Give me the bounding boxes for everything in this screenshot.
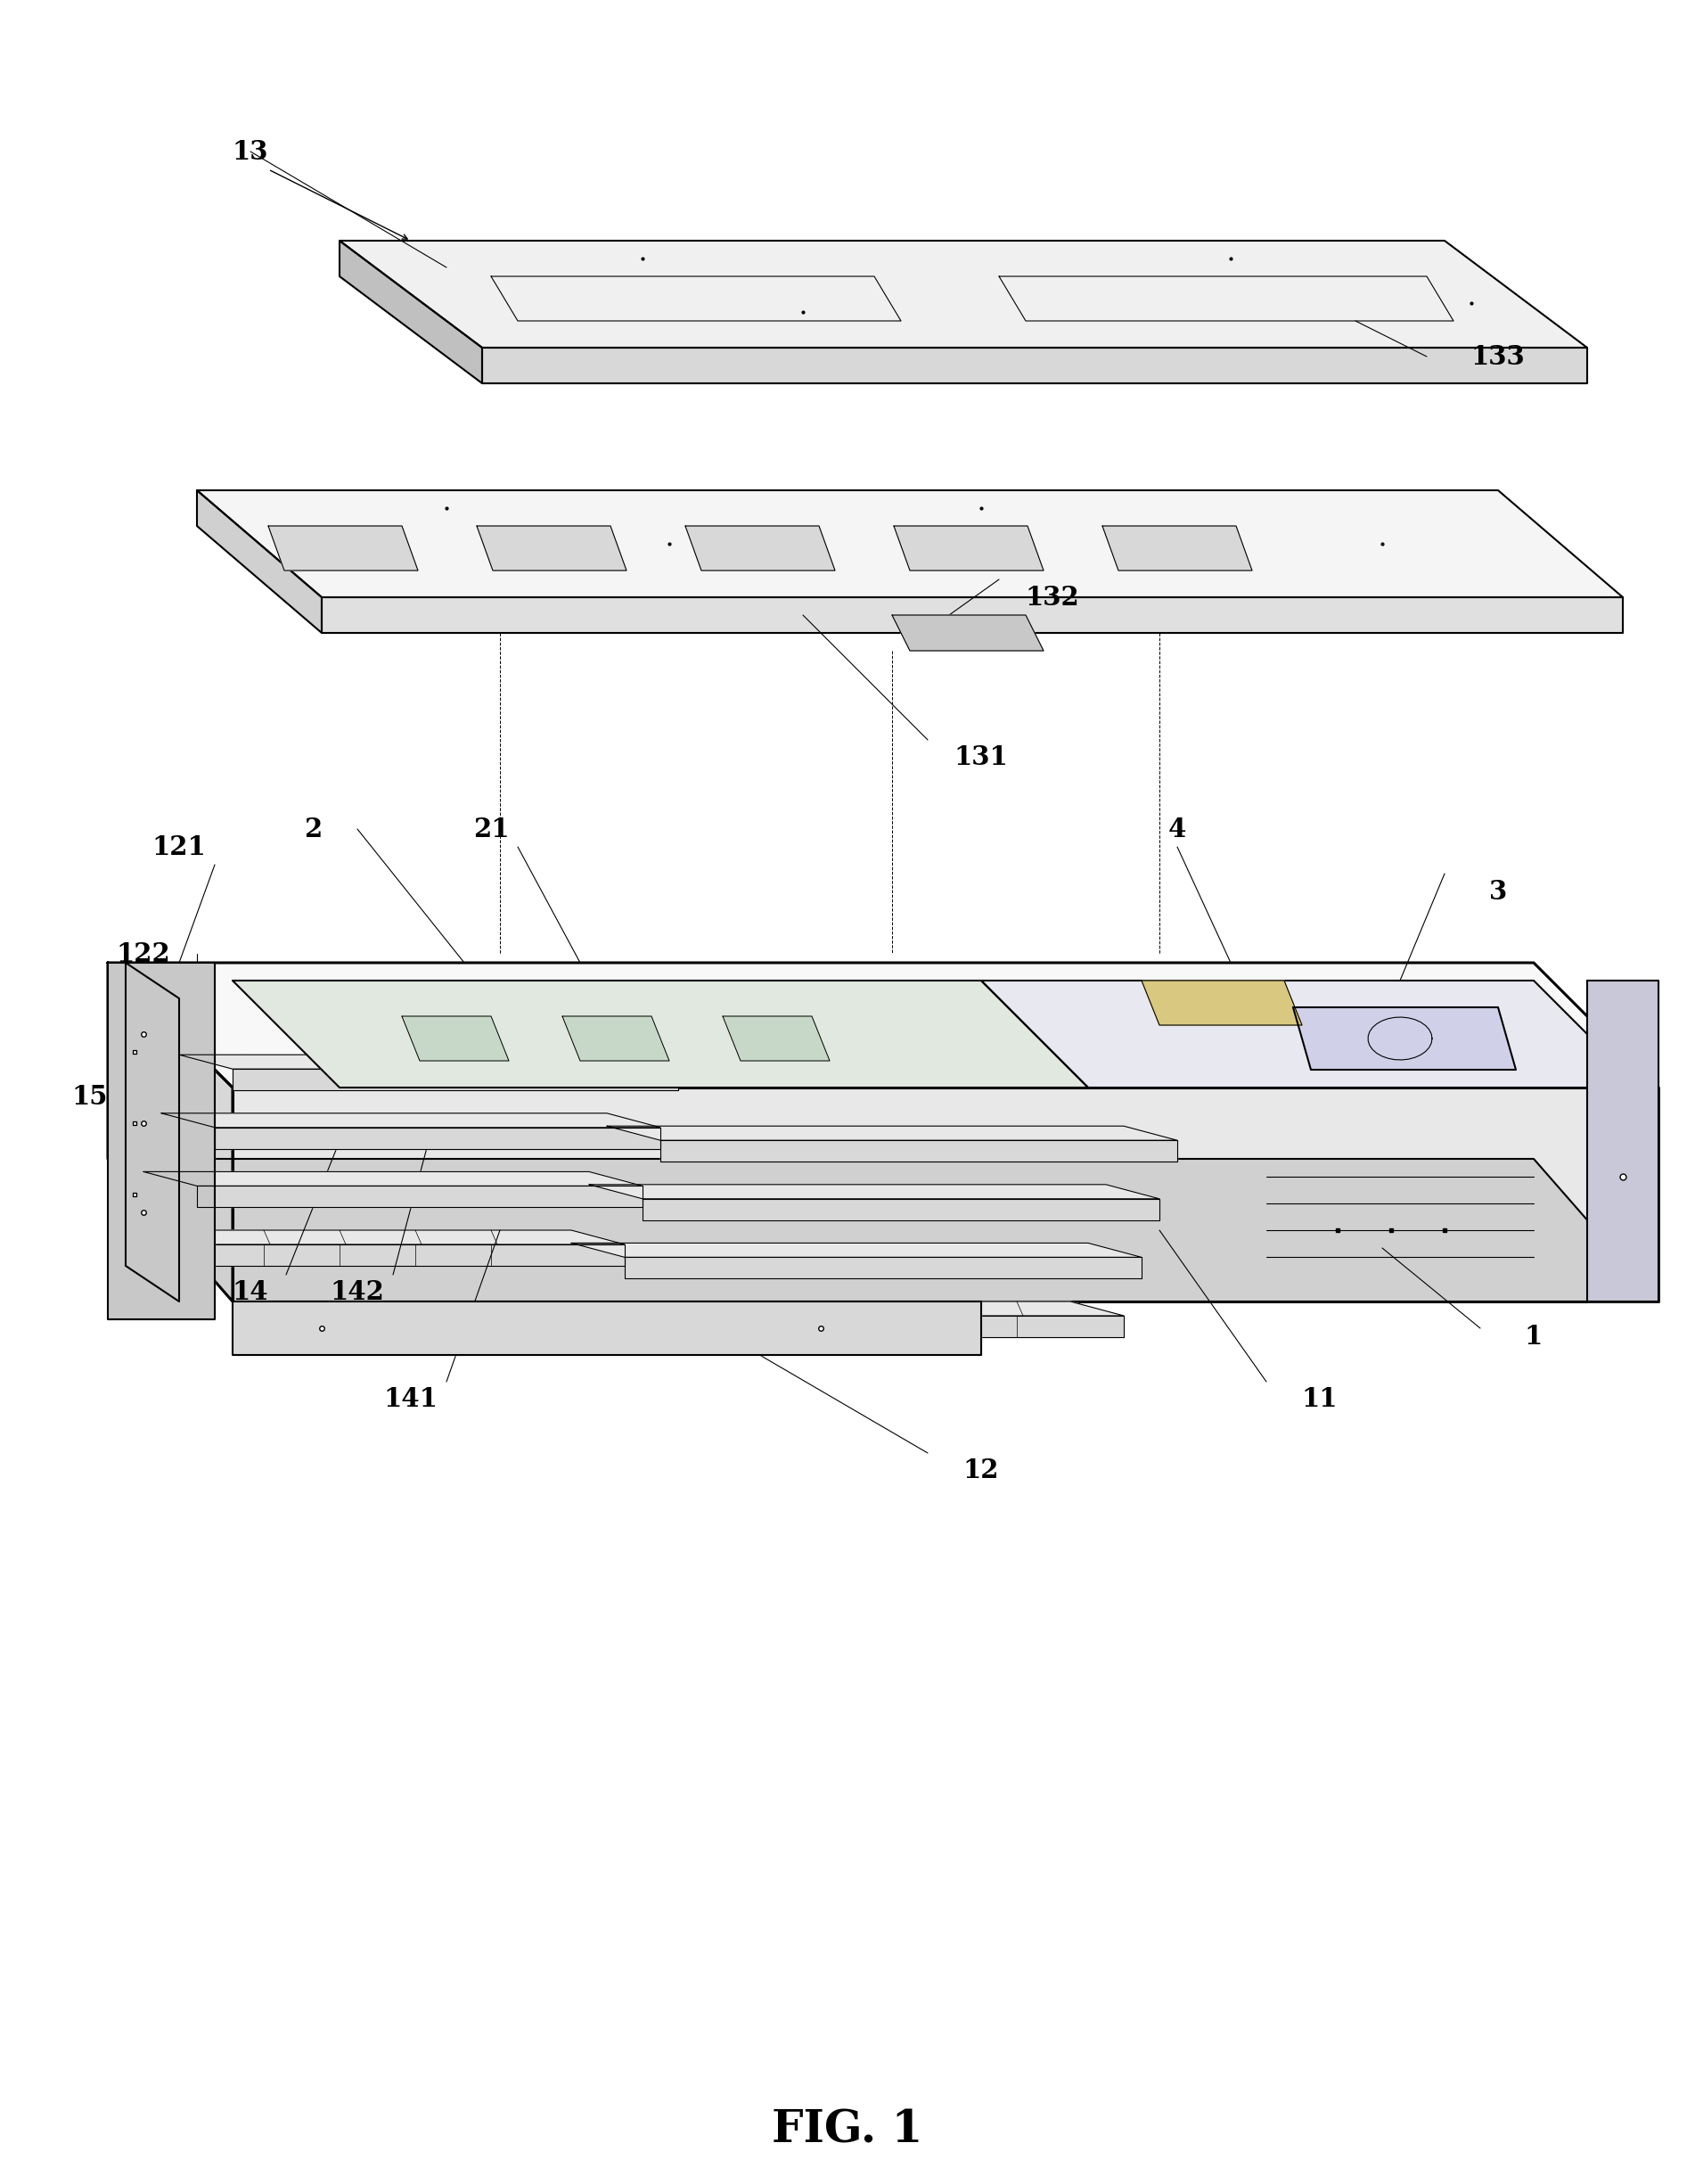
Text: 11: 11 (1302, 1387, 1337, 1413)
Polygon shape (232, 1302, 981, 1354)
Polygon shape (322, 596, 1622, 633)
Polygon shape (108, 963, 1658, 1088)
Polygon shape (108, 1160, 1658, 1302)
Text: 141: 141 (383, 1387, 437, 1413)
Polygon shape (571, 1243, 1142, 1258)
Text: 3: 3 (1488, 878, 1507, 904)
Polygon shape (339, 240, 1587, 347)
Polygon shape (981, 981, 1641, 1088)
Polygon shape (197, 1186, 642, 1208)
Polygon shape (108, 963, 215, 1319)
Polygon shape (232, 981, 1088, 1088)
Text: 133: 133 (1471, 343, 1526, 369)
Polygon shape (1142, 981, 1302, 1024)
Polygon shape (161, 1114, 661, 1127)
Polygon shape (642, 1199, 1159, 1221)
Polygon shape (607, 1315, 1124, 1337)
Polygon shape (197, 489, 322, 633)
Polygon shape (563, 1016, 670, 1061)
Polygon shape (232, 1088, 1658, 1302)
Text: 14: 14 (232, 1280, 268, 1306)
Polygon shape (339, 240, 481, 384)
Text: 142: 142 (331, 1280, 385, 1306)
Polygon shape (144, 1171, 642, 1186)
Text: 4: 4 (1168, 817, 1186, 843)
Text: FIG. 1: FIG. 1 (771, 2110, 924, 2153)
Polygon shape (553, 1302, 1124, 1315)
Polygon shape (125, 1230, 625, 1245)
Polygon shape (476, 526, 627, 570)
Polygon shape (180, 1055, 678, 1068)
Polygon shape (661, 1140, 1178, 1162)
Polygon shape (892, 616, 1044, 651)
Polygon shape (215, 1127, 661, 1149)
Text: 13: 13 (232, 138, 268, 164)
Text: 131: 131 (954, 745, 1009, 771)
Polygon shape (402, 1016, 508, 1061)
Text: 122: 122 (117, 941, 171, 968)
Text: 2: 2 (303, 817, 322, 843)
Text: 121: 121 (153, 834, 207, 860)
Text: 132: 132 (1025, 585, 1080, 609)
Polygon shape (1102, 526, 1253, 570)
Text: 12: 12 (963, 1459, 1000, 1483)
Polygon shape (232, 1068, 678, 1090)
Text: 1: 1 (1526, 1324, 1542, 1350)
Polygon shape (125, 963, 180, 1302)
Polygon shape (197, 489, 1622, 596)
Polygon shape (180, 1245, 625, 1267)
Polygon shape (1293, 1007, 1515, 1070)
Polygon shape (1587, 981, 1658, 1302)
Text: 21: 21 (473, 817, 508, 843)
Polygon shape (108, 963, 232, 1302)
Polygon shape (607, 1127, 1178, 1140)
Polygon shape (685, 526, 836, 570)
Polygon shape (268, 526, 419, 570)
Polygon shape (722, 1016, 829, 1061)
Polygon shape (481, 347, 1587, 384)
Polygon shape (590, 1184, 1159, 1199)
Polygon shape (893, 526, 1044, 570)
Text: 15: 15 (71, 1083, 108, 1109)
Polygon shape (625, 1258, 1142, 1278)
